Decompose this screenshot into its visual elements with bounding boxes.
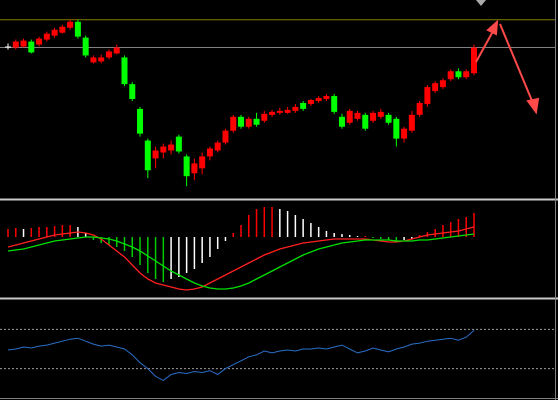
candle-body	[152, 150, 159, 159]
candle-body	[338, 116, 345, 127]
candle-body	[105, 51, 112, 58]
candle-body	[455, 71, 462, 78]
candle-body	[129, 84, 136, 99]
forecast-arrows	[475, 19, 540, 115]
candle-body	[261, 113, 268, 121]
candle-body	[90, 57, 97, 63]
candle-body	[331, 96, 338, 112]
candle-body	[160, 146, 167, 153]
candle-body	[416, 102, 423, 115]
candle-body	[354, 112, 361, 119]
candle-body	[471, 47, 477, 74]
candle-body	[323, 96, 330, 99]
candle-body	[230, 116, 237, 131]
candle-body	[175, 136, 182, 152]
candle-body	[408, 114, 415, 131]
candle-body	[362, 114, 369, 129]
candle-body	[276, 110, 283, 113]
candle-body	[28, 41, 35, 53]
candle-body	[168, 144, 175, 151]
candle-body	[346, 110, 353, 123]
candle-body	[439, 80, 446, 88]
candle-body	[191, 163, 198, 174]
arrow-head	[526, 97, 540, 115]
indicator-line	[7, 226, 475, 291]
candle-body	[269, 111, 276, 115]
scroll-marker	[476, 0, 486, 6]
candle-body	[463, 71, 470, 78]
candle-body	[74, 21, 81, 37]
candle-body	[238, 116, 244, 127]
candle-body	[370, 112, 377, 121]
candle-body	[36, 38, 43, 45]
candle-body	[82, 37, 89, 56]
candle-body	[222, 130, 229, 143]
candle-body	[98, 57, 105, 62]
candle-body	[113, 47, 120, 54]
candle-body	[144, 140, 151, 171]
candle-body	[12, 41, 19, 48]
candle-body	[385, 114, 392, 123]
candle-body	[137, 108, 144, 134]
candle-body	[51, 29, 58, 36]
candle-body	[307, 99, 314, 104]
candle-body	[5, 46, 11, 48]
candle-body	[377, 111, 384, 117]
candle-body	[245, 118, 252, 127]
candle-body	[424, 87, 431, 104]
candle-body	[447, 71, 454, 80]
indicator-line	[7, 233, 475, 290]
candle-body	[253, 118, 260, 125]
candle-body	[315, 98, 322, 101]
candle-body	[59, 26, 66, 33]
candle-body	[284, 109, 291, 113]
arrow-down	[499, 23, 536, 109]
candle-body	[67, 21, 74, 28]
candle-body	[214, 142, 221, 151]
candle-body	[183, 156, 190, 177]
candle-body	[432, 83, 439, 92]
candle-body	[401, 128, 408, 139]
indicator-line	[7, 330, 475, 381]
candle-body	[206, 148, 213, 157]
candle-body	[292, 106, 299, 111]
plot-layer	[0, 19, 555, 381]
candle-body	[393, 118, 400, 139]
candle-body	[43, 33, 50, 40]
candle-body	[20, 40, 27, 47]
candle-body	[121, 57, 128, 85]
arrow-head	[486, 19, 499, 36]
candle-body	[300, 102, 307, 109]
candle-body	[199, 156, 206, 169]
